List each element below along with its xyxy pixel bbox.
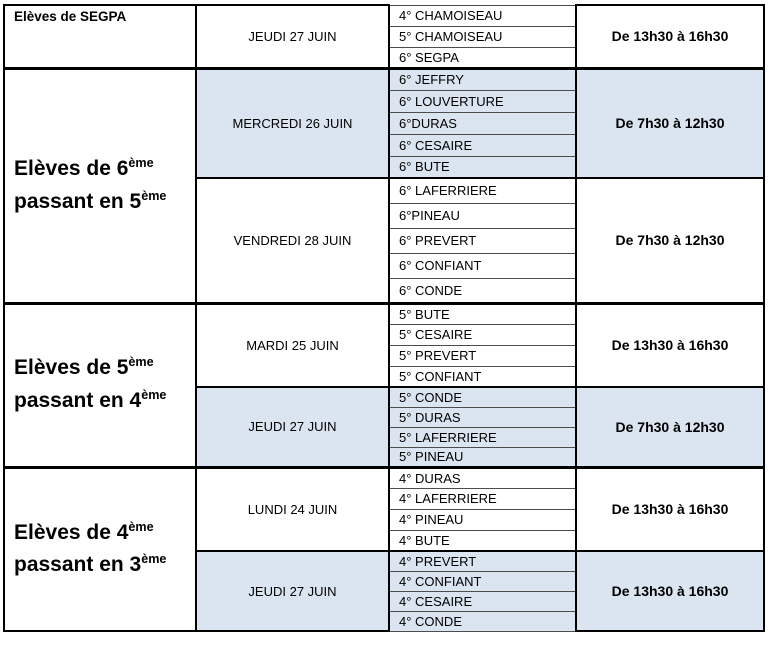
group-label-cell: Elèves de 5ème passant en 4ème [3, 301, 197, 468]
class-cell: 4° DURAS [388, 465, 577, 489]
class-cell: 5° CHAMOISEAU [388, 25, 577, 48]
time-cell: De 13h30 à 16h30 [575, 301, 765, 388]
table-row: 4° PINEAU [4, 508, 764, 531]
group-label-cell: Elèves de 4ème passant en 3ème [3, 465, 197, 632]
class-cell: 6° JEFFRY [388, 66, 577, 91]
class-cell: 6° CONDE [388, 277, 577, 304]
class-cell: 6° LAFERRIERE [388, 177, 577, 204]
day-cell: MARDI 25 JUIN [195, 301, 390, 388]
class-cell: 5° LAFERRIERE [388, 426, 577, 448]
class-cell: 4° LAFERRIERE [388, 487, 577, 510]
table-row: Elèves de 5ème passant en 4ème MARDI 25 … [3, 301, 765, 468]
group-label: Elèves de 4ème passant en 3ème [14, 519, 167, 577]
table-row: Elèves de SEGPA JEUDI 27 JUIN 4° CHAMOIS… [3, 4, 765, 69]
table-row: 5° CESAIRE [4, 323, 764, 346]
time-cell: De 7h30 à 12h30 [575, 386, 765, 468]
group-label: Elèves de 5ème passant en 4ème [14, 355, 167, 412]
time-cell: De 7h30 à 12h30 [575, 177, 765, 304]
class-cell: 5° PINEAU [388, 446, 577, 468]
class-cell: 4° BUTE [388, 529, 577, 552]
class-cell: 5° PREVERT [388, 344, 577, 367]
class-cell: 6° SEGPA [388, 46, 577, 69]
class-cell: 5° BUTE [388, 301, 577, 325]
class-cell: 4° PINEAU [388, 508, 577, 531]
class-cell: 5° CONDE [388, 386, 577, 408]
time-cell: De 7h30 à 12h30 [575, 66, 765, 179]
day-cell: JEUDI 27 JUIN [195, 550, 390, 632]
class-cell: 4° CESAIRE [388, 590, 577, 612]
time-cell: De 13h30 à 16h30 [575, 550, 765, 632]
table-row: 4° BUTE [4, 529, 764, 552]
day-cell: LUNDI 24 JUIN [195, 465, 390, 552]
class-cell: 4° CONDE [388, 610, 577, 632]
class-cell: 4° PREVERT [388, 550, 577, 572]
class-cell: 6° LOUVERTURE [388, 89, 577, 113]
class-cell: 6° PREVERT [388, 227, 577, 254]
class-cell: 5° DURAS [388, 406, 577, 428]
day-cell: JEUDI 27 JUIN [195, 386, 390, 468]
class-cell: 4° CHAMOISEAU [388, 4, 577, 27]
table-row: 4° CONFIANT [4, 570, 764, 592]
day-cell: VENDREDI 28 JUIN [195, 177, 390, 304]
table-row: JEUDI 27 JUIN 4° PREVERT De 13h30 à 16h3… [4, 550, 765, 632]
group-label: Elèves de SEGPA [14, 9, 127, 24]
group-label-cell: Elèves de SEGPA [3, 4, 197, 69]
table-row: 4° CESAIRE [4, 590, 764, 612]
table-row: 4° CONDE [4, 610, 764, 632]
table-row: Elèves de 6ème passant en 5ème MERCREDI … [3, 66, 765, 304]
class-cell: 6°PINEAU [388, 202, 577, 229]
day-cell: MERCREDI 26 JUIN [195, 66, 390, 179]
table-row: VENDREDI 28 JUIN 6° LAFERRIERE De 7h30 à… [4, 177, 765, 304]
table-row: 6° BUTE [4, 155, 764, 179]
table-row: 6° CONDE [4, 277, 764, 304]
class-cell: 5° CONFIANT [388, 365, 577, 388]
day-cell: JEUDI 27 JUIN [195, 4, 390, 69]
group-label: Elèves de 6ème passant en 5ème [14, 155, 167, 213]
time-cell: De 13h30 à 16h30 [575, 465, 765, 552]
table-row: Elèves de 4ème passant en 3ème LUNDI 24 … [3, 465, 765, 632]
class-cell: 6°DURAS [388, 111, 577, 135]
table-row: 5° DURAS [4, 406, 764, 428]
table-row: JEUDI 27 JUIN 5° CONDE De 7h30 à 12h30 [4, 386, 765, 468]
group-label-cell: Elèves de 6ème passant en 5ème [3, 66, 197, 304]
table-row: 5° PINEAU [4, 446, 764, 468]
class-cell: 4° CONFIANT [388, 570, 577, 592]
table-row: 6° LOUVERTURE [4, 89, 764, 113]
schedule-table: Elèves de SEGPA JEUDI 27 JUIN 4° CHAMOIS… [3, 4, 765, 632]
class-cell: 6° BUTE [388, 155, 577, 179]
table-row: 5° LAFERRIERE [4, 426, 764, 448]
class-cell: 5° CESAIRE [388, 323, 577, 346]
class-cell: 6° CONFIANT [388, 252, 577, 279]
class-cell: 6° CESAIRE [388, 133, 577, 157]
time-cell: De 13h30 à 16h30 [575, 4, 765, 69]
